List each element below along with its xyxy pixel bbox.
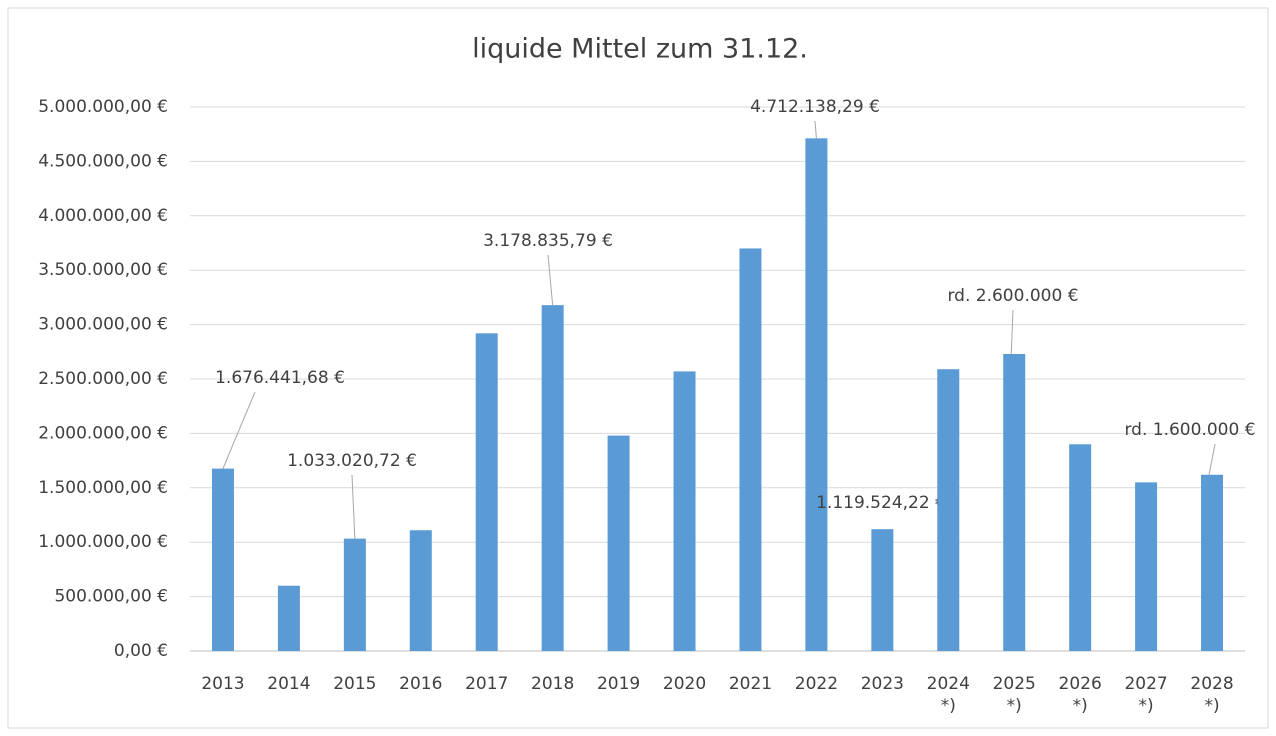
bar [1069, 444, 1092, 651]
data-label: 3.178.835,79 € [483, 231, 613, 251]
y-tick-label: 0,00 € [114, 641, 168, 661]
bar [607, 435, 630, 651]
bar [541, 305, 564, 651]
x-tick-label: 2018 [531, 674, 575, 694]
x-tick-label: 2020 [662, 674, 707, 694]
x-tick-label: 2025 *) [992, 674, 1036, 716]
data-label: 1.119.524,22 € [816, 493, 946, 513]
y-tick-label: 4.000.000,00 € [38, 206, 168, 226]
x-tick-label: 2015 [333, 674, 377, 694]
x-tick-label: 2019 [596, 674, 641, 694]
bar [1003, 353, 1026, 651]
bar [673, 371, 696, 651]
annotation: rd. 1.600.000 € [1124, 420, 1255, 440]
data-label: 1.033.020,72 € [287, 451, 417, 471]
x-tick-label: 2021 [728, 674, 773, 694]
x-tick-label: 2022 [794, 674, 839, 694]
bar [871, 529, 894, 651]
y-tick-label: 1.000.000,00 € [38, 532, 168, 552]
x-tick-label: 2023 [860, 674, 904, 694]
y-tick-label: 3.000.000,00 € [38, 315, 168, 335]
bar [805, 138, 828, 652]
y-tick-label: 5.000.000,00 € [38, 97, 168, 117]
bar [739, 248, 762, 651]
x-tick-label: 2013 [201, 674, 245, 694]
annotation: rd. 2.600.000 € [947, 286, 1078, 306]
data-label: 1.676.441,68 € [215, 368, 345, 388]
x-tick-label: 2028 *) [1190, 674, 1234, 716]
x-tick-label: 2016 [399, 674, 443, 694]
x-tick-label: 2027 *) [1124, 674, 1168, 716]
bar [343, 538, 366, 651]
y-tick-label: 3.500.000,00 € [38, 260, 168, 280]
bar [1135, 482, 1158, 651]
y-tick-label: 2.500.000,00 € [38, 369, 168, 389]
x-tick-label: 2026 *) [1058, 674, 1102, 716]
bar [409, 530, 432, 651]
leader-line [547, 254, 554, 306]
bar [937, 369, 960, 651]
x-tick-label: 2014 [267, 674, 311, 694]
data-label: 4.712.138,29 € [750, 97, 880, 117]
leader-line [351, 474, 356, 539]
bar [277, 585, 300, 651]
leader-line [814, 120, 817, 139]
bar [211, 468, 234, 651]
bar [475, 333, 498, 651]
leader-line [1208, 443, 1216, 475]
y-tick-label: 4.500.000,00 € [38, 151, 168, 171]
x-tick-label: 2017 [465, 674, 509, 694]
y-tick-label: 500.000,00 € [54, 587, 168, 607]
bar [1201, 474, 1224, 651]
x-tick-label: 2024 *) [926, 674, 970, 716]
y-tick-label: 2.000.000,00 € [38, 423, 168, 443]
chart-title: liquide Mittel zum 31.12. [472, 34, 808, 65]
leader-line [1010, 309, 1014, 354]
leader-line [222, 391, 256, 469]
y-tick-label: 1.500.000,00 € [38, 478, 168, 498]
